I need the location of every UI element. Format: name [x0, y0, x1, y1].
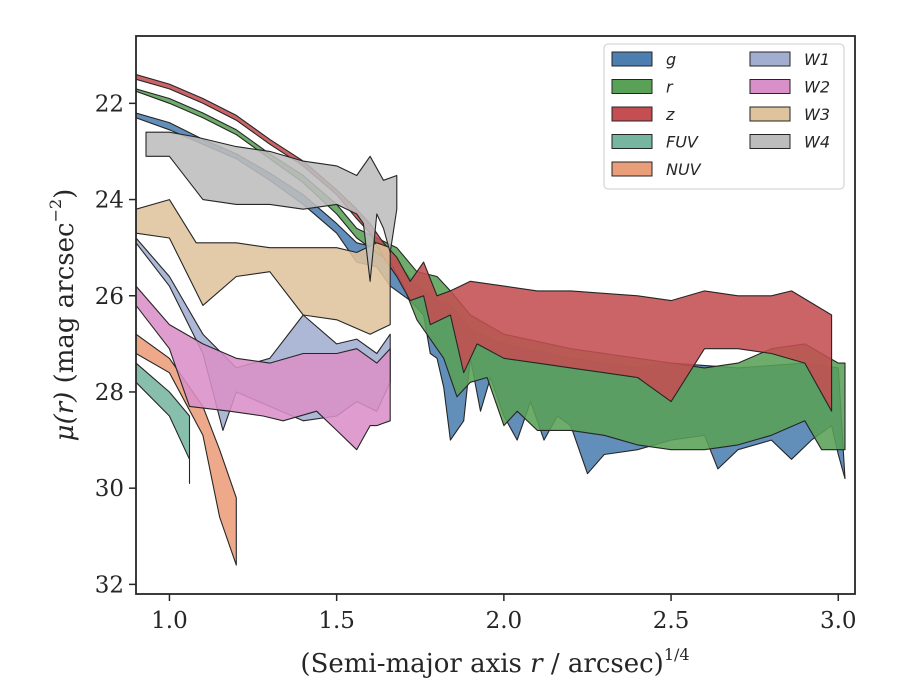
y-axis-title-exponent: −2 — [46, 199, 65, 223]
legend-label-w4: W4 — [804, 133, 830, 152]
y-axis-ticks: 22 24 26 28 30 32 — [95, 91, 136, 598]
legend-label-nuv: NUV — [666, 160, 702, 179]
x-axis-title: (Semi-major axis r / arcsec)1/4 — [300, 645, 689, 679]
y-tick-label: 28 — [95, 380, 124, 406]
plot-frame — [135, 35, 856, 595]
band-w3 — [136, 199, 391, 335]
y-axis-title-close: ) — [50, 392, 80, 403]
y-axis-title-unit: (mag arcsec — [50, 222, 80, 391]
y-tick-label: 32 — [95, 572, 124, 598]
x-axis-title-var: r — [530, 649, 544, 679]
legend-label-g: g — [666, 50, 676, 69]
y-axis-title-var: r — [50, 400, 80, 414]
legend-label-r: r — [666, 78, 674, 97]
legend-swatch-r — [611, 79, 653, 94]
y-axis-title: μ(r) (mag arcsec−2) — [46, 189, 80, 442]
x-axis-ticks: 1.0 1.5 2.0 2.5 3.0 — [151, 594, 857, 634]
band-w4 — [145, 131, 398, 282]
y-axis-title-symbol: μ( — [50, 413, 80, 441]
y-tick-label: 24 — [95, 188, 124, 214]
legend-label-w1: W1 — [804, 50, 830, 69]
x-axis-title-exponent: 1/4 — [664, 645, 690, 664]
band-w2 — [136, 285, 391, 451]
x-tick-label: 2.0 — [486, 608, 523, 634]
x-tick-label: 2.5 — [653, 608, 690, 634]
y-tick-label: 26 — [95, 284, 124, 310]
x-tick-label: 1.5 — [318, 608, 355, 634]
legend-swatch-g — [611, 51, 653, 67]
x-tick-label: 1.0 — [151, 608, 188, 634]
y-tick-label: 30 — [95, 476, 124, 502]
legend-label-z: z — [665, 105, 675, 124]
legend-label-w2: W2 — [804, 78, 830, 97]
legend-swatch-w2 — [749, 79, 791, 94]
legend-swatch-nuv — [611, 161, 653, 177]
x-axis-title-main: (Semi-major axis — [300, 649, 530, 679]
legend-label-fuv: FUV — [666, 133, 699, 152]
legend-swatch-fuv — [611, 134, 653, 149]
legend: grz FUV NUV W1 W2 W3 W4 — [603, 43, 845, 190]
y-axis-title-end: ) — [50, 189, 80, 199]
legend-swatch-w4 — [749, 134, 791, 149]
y-tick-label: 22 — [95, 91, 124, 117]
x-axis-title-unit: / arcsec) — [543, 649, 664, 679]
legend-swatch-z — [611, 106, 653, 122]
band-fuv — [136, 362, 191, 484]
legend-label-w3: W3 — [804, 105, 830, 124]
profile-bands — [136, 73, 846, 566]
legend-swatch-w1 — [749, 51, 791, 67]
legend-swatch-w3 — [749, 106, 791, 122]
x-tick-label: 3.0 — [820, 608, 857, 634]
